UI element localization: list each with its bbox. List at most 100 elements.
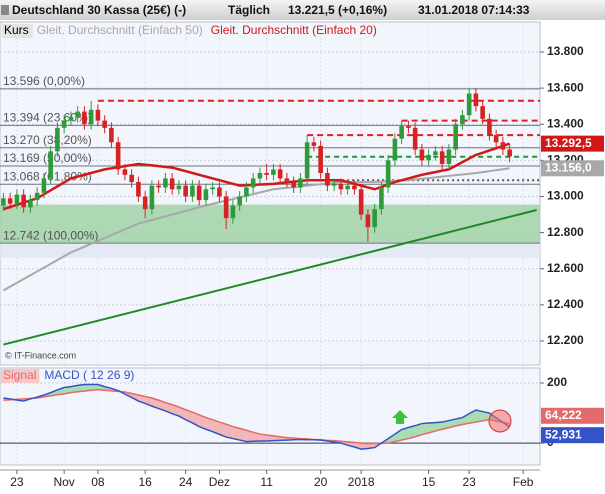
candle-body — [352, 185, 357, 190]
candle-body — [331, 183, 337, 186]
highlight-circle — [488, 409, 512, 433]
header-bar — [0, 0, 605, 20]
plot-layer: 12.20012.40012.60012.80013.00013.20013.4… — [0, 22, 604, 489]
x-tick-label: 16 — [138, 475, 152, 489]
macd-fill — [401, 427, 409, 441]
candle-body — [250, 178, 256, 188]
macd-fill — [97, 384, 105, 391]
macd-fill — [482, 411, 490, 421]
candle-body — [196, 185, 202, 201]
macd-line — [3, 383, 511, 450]
candle-body — [102, 120, 107, 128]
macd-fill — [253, 432, 260, 442]
legend-entry: Gleit. Durchschnitt (Einfach 50) — [37, 23, 203, 37]
candle-body — [271, 169, 276, 175]
candle-body — [28, 200, 33, 208]
macd-fill — [84, 384, 92, 392]
candle-body — [82, 111, 87, 125]
candle-body — [304, 142, 310, 179]
legend-entry: Signal — [3, 368, 36, 382]
candle-body — [385, 160, 391, 188]
y-tick-label: 12.600 — [547, 261, 584, 275]
candle-body — [460, 115, 465, 125]
macd-line — [3, 388, 510, 445]
zone — [0, 243, 540, 258]
macd-fill — [462, 413, 470, 425]
macd-fill — [212, 419, 220, 435]
last-value-box — [541, 160, 604, 177]
macd-fill — [455, 417, 463, 426]
macd-fill — [246, 430, 254, 442]
candle-body — [446, 149, 452, 164]
candle-body — [365, 214, 371, 228]
x-tick-label: 23 — [10, 475, 24, 489]
candle-body — [372, 209, 377, 228]
moving-average — [2, 167, 510, 292]
macd-fill — [91, 384, 98, 391]
candle-body — [163, 178, 168, 188]
candle-body — [1, 198, 6, 206]
candle-body — [68, 117, 74, 121]
candle-body — [399, 126, 404, 139]
signal-arrow — [392, 410, 408, 424]
candle-body — [223, 196, 229, 219]
macd-fill — [239, 428, 247, 442]
candle-body — [392, 138, 398, 161]
macd-fill — [408, 425, 416, 439]
y-tick-label: 13.400 — [547, 116, 584, 130]
y-tick-label: 13.000 — [547, 189, 584, 203]
candle-body — [237, 196, 242, 206]
legend-box — [2, 24, 33, 38]
trendline — [3, 209, 537, 346]
candle-body — [473, 93, 479, 107]
candle-body — [41, 178, 47, 193]
candle-body — [109, 127, 114, 143]
x-tick-label: 24 — [179, 475, 193, 489]
y-tick-label: 12.400 — [547, 297, 584, 311]
candle-body — [190, 185, 195, 197]
y-tick-label: 12.200 — [547, 333, 584, 347]
fib-label: 13.169 (50,00%) — [3, 151, 92, 165]
macd-fill — [219, 422, 227, 438]
macd-fill — [435, 422, 443, 432]
candle-body — [176, 185, 182, 190]
candle-body — [203, 189, 209, 201]
macd-fill — [70, 385, 78, 393]
fib-label: 12.742 (100,00%) — [3, 228, 98, 242]
legend-entry: Gleit. Durchschnitt (Einfach 20) — [211, 23, 377, 37]
candle-body — [136, 182, 141, 197]
macd-fill — [77, 384, 85, 392]
header-icon — [1, 5, 9, 15]
candle-body — [338, 183, 344, 190]
x-tick-label: 2018 — [348, 475, 375, 489]
macd-fill — [388, 434, 395, 444]
candle-body — [75, 111, 80, 118]
candle-body — [122, 169, 128, 175]
last-value-box — [541, 407, 604, 424]
fib-label: 13.596 (0,00%) — [3, 74, 85, 88]
candle-body — [55, 127, 60, 152]
last-value-box — [541, 135, 604, 152]
macd-fill — [158, 400, 166, 411]
candle-body — [487, 118, 492, 136]
candle-body — [466, 93, 472, 116]
candle-body — [169, 178, 175, 190]
macd-fill — [448, 419, 456, 428]
macd-fill — [394, 429, 402, 442]
candle-body — [210, 187, 215, 190]
candle-body — [257, 172, 263, 179]
macd-fill — [347, 441, 355, 447]
macd-fill — [428, 422, 436, 433]
y-tick-label: 13.600 — [547, 80, 584, 94]
macd-fill — [172, 404, 179, 417]
candle-body — [358, 189, 364, 215]
candle-body — [325, 172, 330, 186]
candle-body — [34, 192, 40, 201]
y-tick-label: 12.800 — [547, 225, 584, 239]
candle-body — [439, 151, 445, 164]
legend-entry: MACD ( 12 26 9) — [44, 368, 134, 382]
candle-body — [149, 185, 155, 210]
candle-body — [183, 185, 188, 197]
legend-entry: Kurs — [4, 23, 29, 37]
